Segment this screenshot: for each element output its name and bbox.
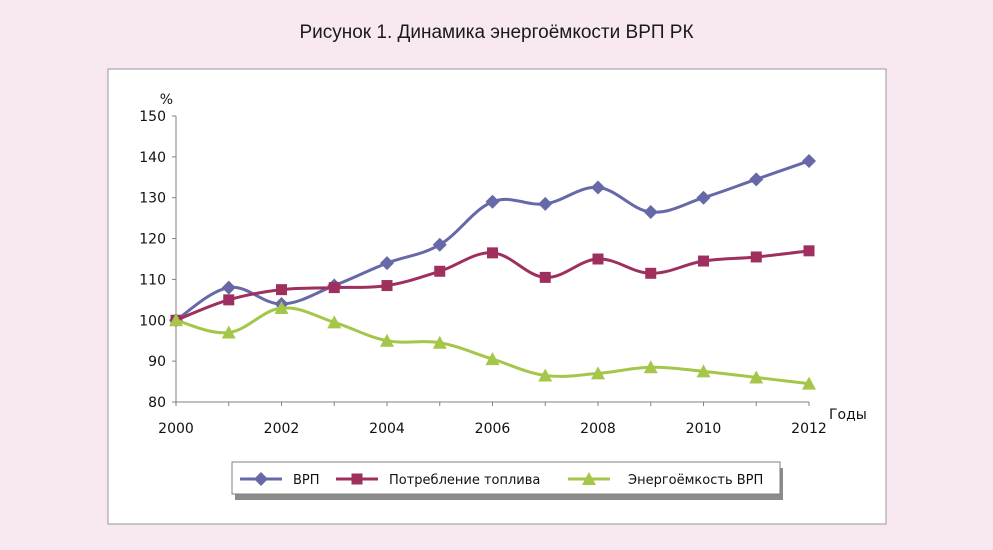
data-point [591,180,605,195]
data-point [432,335,447,349]
data-point [380,256,394,271]
data-point [380,333,394,347]
axes: 80 90 100 110 120 130 140 150 2000 2002 2004 2006 20… [139,92,867,437]
y-tick-label: 110 [139,272,166,288]
legend-label: ВРП [293,473,320,488]
y-tick-label: 80 [148,395,166,411]
x-axis-title: Годы [829,407,867,423]
data-point [539,271,551,283]
data-point [381,280,393,292]
legend-box [231,461,781,495]
y-tick-label: 100 [139,313,166,329]
data-point [749,172,764,187]
data-point [538,196,553,211]
data-point [485,194,500,209]
data-point [643,205,658,220]
legend-item: Потребление топлива [336,473,540,488]
data-point [274,301,289,315]
y-tick-label: 140 [139,150,166,166]
data-point [328,282,340,294]
data-point [696,364,711,378]
data-point [698,255,709,267]
data-point [750,251,762,263]
data-point [802,153,816,168]
x-tick-label: 2002 [264,421,300,437]
y-axis-title: % [160,92,173,108]
legend-marker [351,473,363,485]
data-point [221,280,236,295]
x-tick-label: 2006 [475,421,511,437]
x-tick-label: 2004 [369,421,405,437]
y-tick-label: 130 [139,191,166,207]
y-tick-label: 90 [148,354,166,370]
series-layer [169,153,816,390]
data-point [432,237,447,252]
data-point [749,370,764,384]
data-point [538,368,553,382]
legend-label: Потребление топлива [389,473,540,488]
data-point [803,245,815,257]
data-point [643,360,658,374]
series-3 [169,301,816,390]
series-2 [170,245,815,326]
data-point [485,352,500,366]
legend-item: Энергоёмкость ВРП [568,472,763,488]
legend-marker [582,472,596,485]
data-point [592,253,604,265]
legend-item: ВРП [240,472,320,488]
chart-title: Рисунок 1. Динамика энергоёмкости ВРП РК [299,22,694,43]
data-point [645,267,657,279]
x-tick-label: 2000 [158,421,194,437]
data-point [276,284,287,296]
x-tick-label: 2012 [791,421,827,437]
data-point [591,366,605,380]
legend-marker [254,472,268,486]
data-point [434,265,446,277]
y-tick-label: 120 [139,232,166,248]
x-tick-label: 2008 [580,421,616,437]
data-point [169,313,183,327]
legend: ВРП Потребление топлива Энергоёмкость ВРП [231,461,783,500]
data-point [696,190,711,205]
legend-label: Энергоёмкость ВРП [628,473,763,488]
data-point [327,315,342,329]
x-tick-label: 2010 [686,421,722,437]
data-point [487,247,498,259]
data-point [221,325,236,339]
y-tick-label: 150 [139,109,166,125]
data-point [223,294,235,306]
data-point [802,376,816,390]
